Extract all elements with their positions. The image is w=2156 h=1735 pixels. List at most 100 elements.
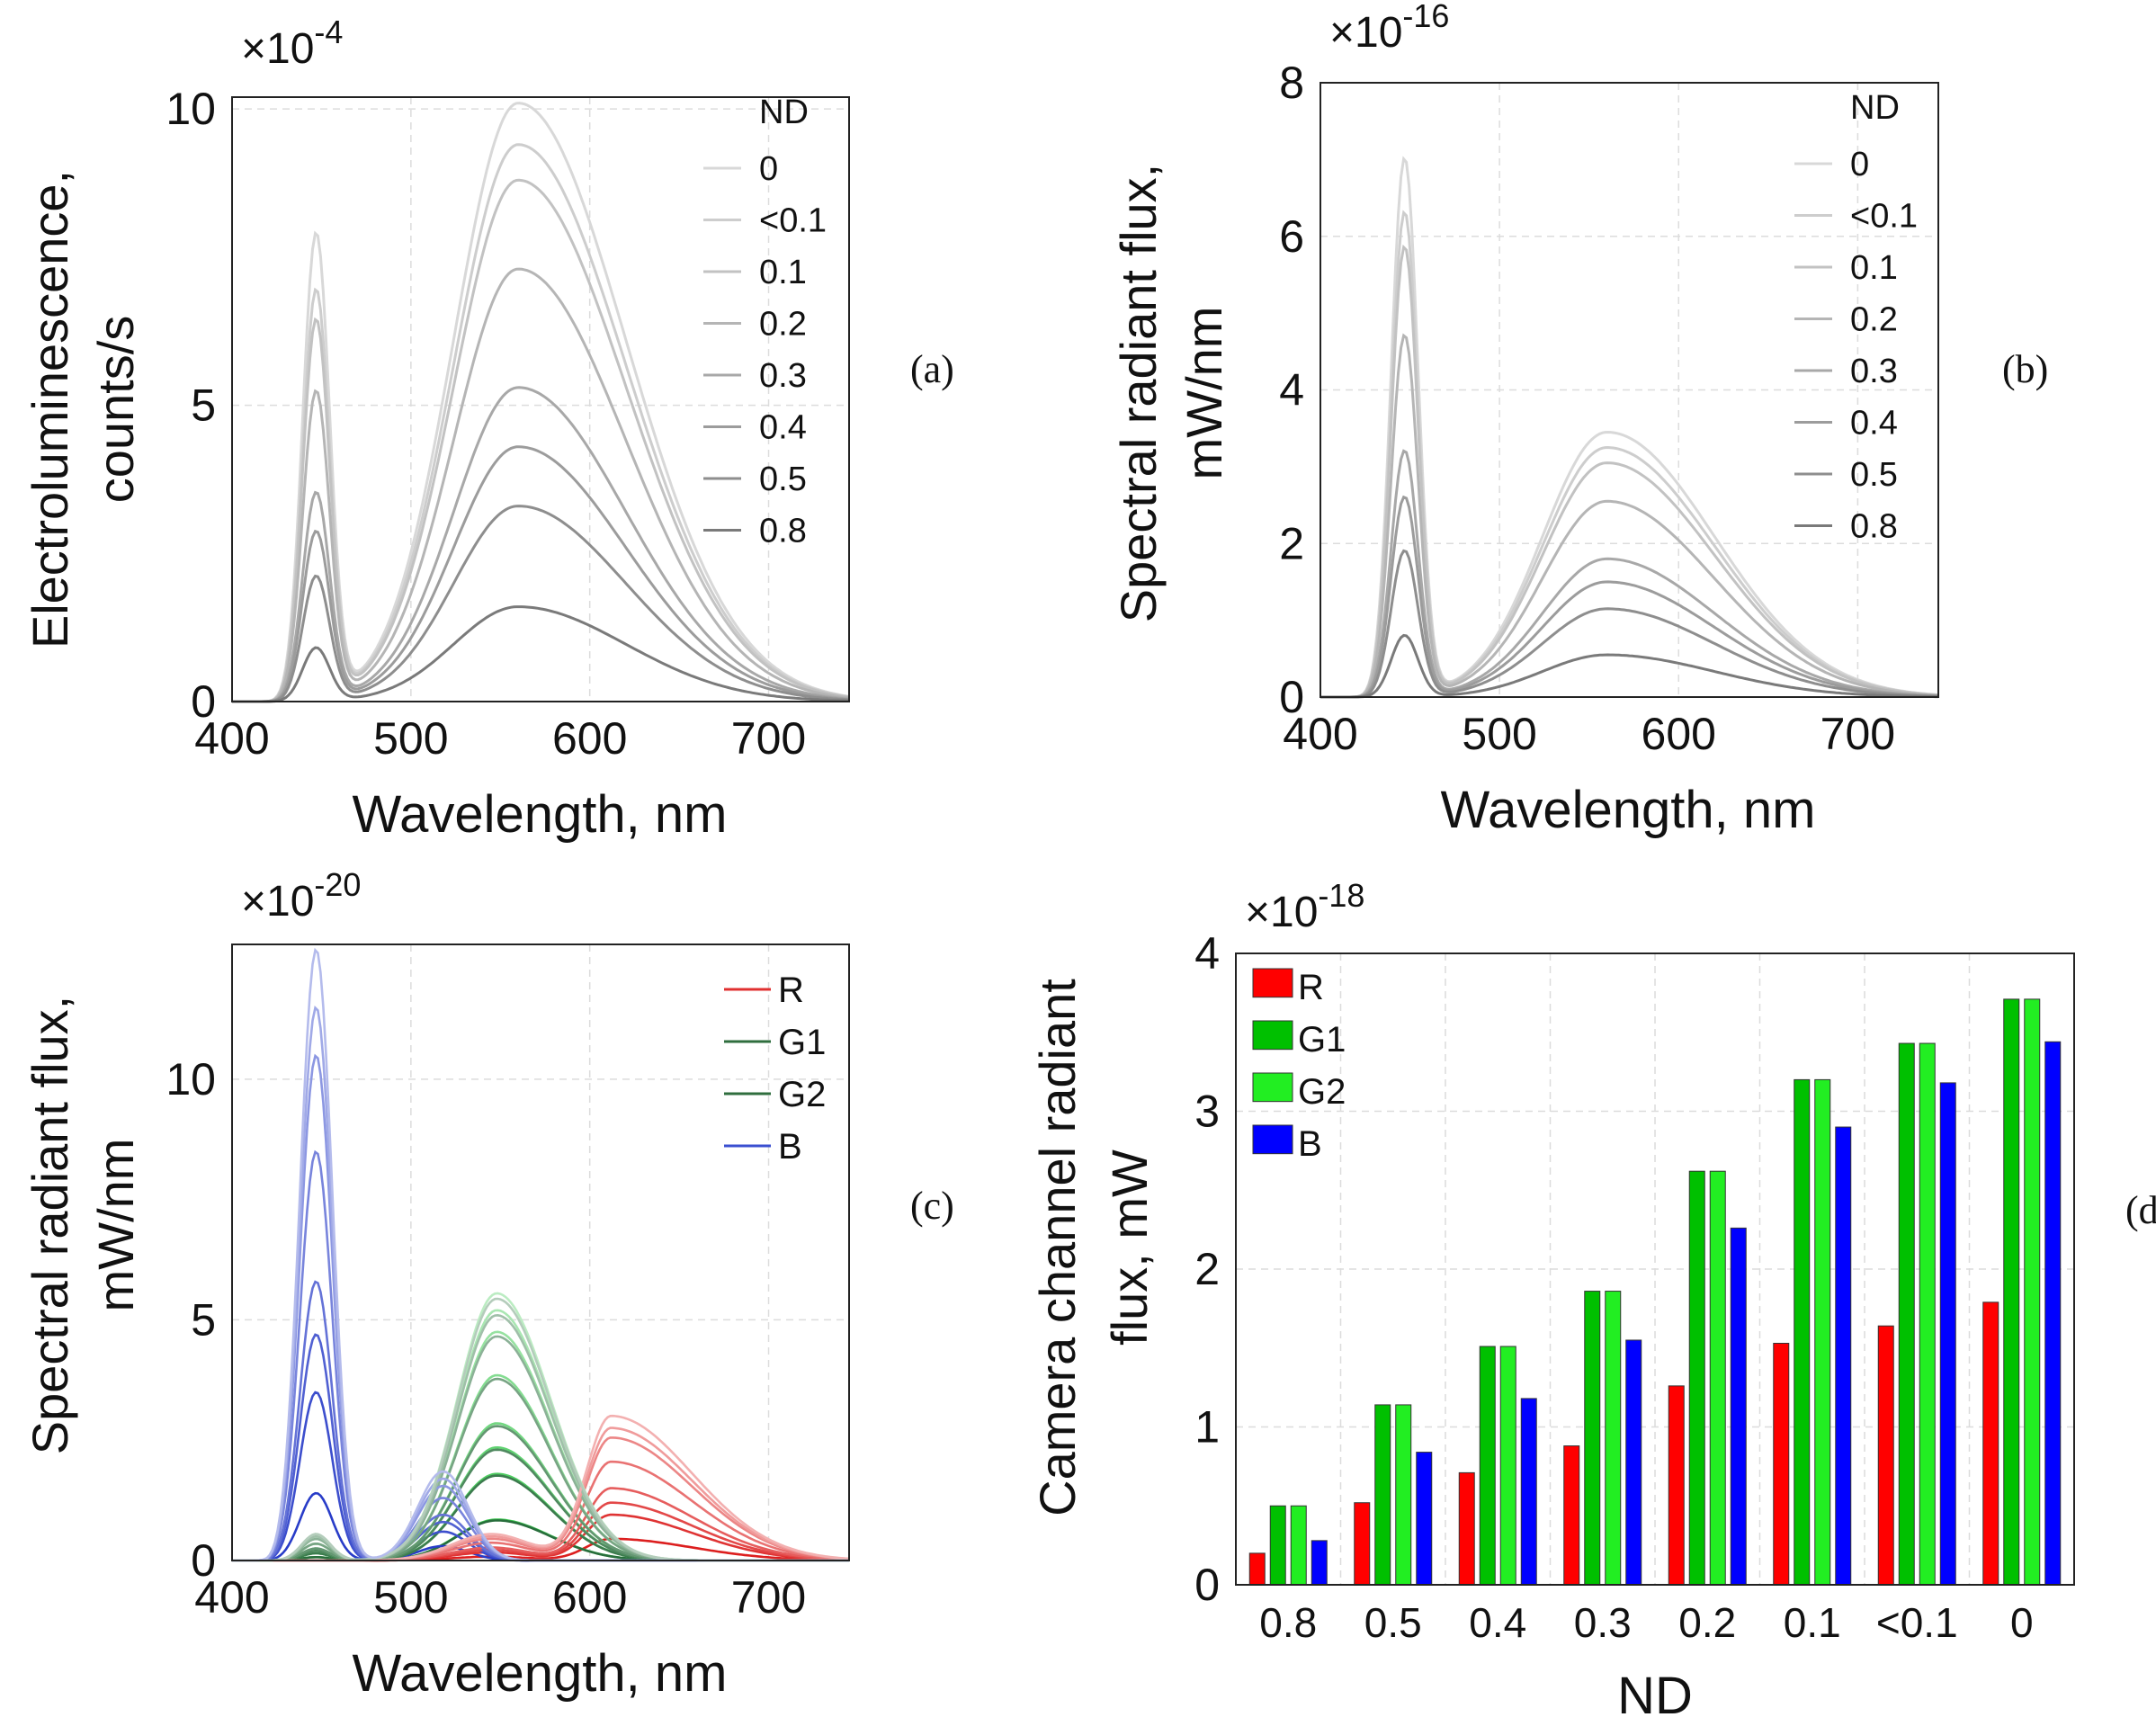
- x-tick-label: <0.1: [1876, 1599, 1958, 1646]
- y-axis-label: Electroluminescence,: [22, 170, 78, 648]
- y-tick-label: 0: [1279, 672, 1304, 722]
- y-scale-exponent: -20: [314, 866, 361, 903]
- legend-label: 0.4: [1850, 405, 1898, 443]
- y-scale-multiplier: ×10-16: [1329, 0, 1449, 57]
- y-tick-label: 0: [191, 676, 216, 727]
- legend-label: 0.1: [1850, 249, 1898, 287]
- x-tick-label: 600: [552, 713, 627, 764]
- legend-swatch: [1252, 1072, 1293, 1103]
- legend-label: G1: [1298, 1020, 1346, 1060]
- y-tick-label: 10: [166, 84, 216, 134]
- x-tick-label: 0: [2010, 1599, 2034, 1646]
- bar-b: [1311, 1540, 1328, 1586]
- series-line: [1320, 333, 1939, 699]
- y-scale-multiplier: ×10-4: [241, 13, 343, 73]
- bar-b: [1939, 1082, 1956, 1586]
- legend-label: <0.1: [1850, 198, 1918, 236]
- legend-label: G2: [778, 1075, 826, 1114]
- y-tick-label: 0: [191, 1535, 216, 1586]
- bar-g1: [1374, 1404, 1391, 1586]
- x-tick-label: 700: [731, 713, 806, 764]
- y-tick-label: 5: [191, 1294, 216, 1345]
- bar-g2: [1395, 1404, 1412, 1586]
- panel-c-camera-channel-spectra-chart: 400 500 600 700 0 5 10 R G1 G2 B ×10-20 (c) Spectral …: [22, 866, 954, 1703]
- y-tick-label: 10: [166, 1054, 216, 1104]
- x-axis-label: Wavelength, nm: [353, 1644, 728, 1703]
- x-tick-label: 500: [373, 1572, 448, 1623]
- bar-g1: [1479, 1346, 1496, 1586]
- y-axis-label: counts/s: [87, 316, 144, 504]
- legend-title: ND: [1850, 89, 1900, 127]
- bar-g2: [1919, 1042, 1936, 1586]
- x-tick-label: 0.3: [1574, 1599, 1632, 1646]
- x-tick-label: 600: [552, 1572, 627, 1623]
- series-line: [232, 267, 850, 703]
- legend-label: 0.2: [1850, 301, 1898, 339]
- series-line: [232, 102, 850, 703]
- bar-r: [1668, 1385, 1685, 1586]
- x-tick-label: 500: [373, 713, 448, 764]
- series-line: [232, 178, 850, 703]
- bar-g2: [1709, 1170, 1726, 1586]
- bar-g1: [1794, 1078, 1811, 1586]
- y-tick-label: 3: [1194, 1087, 1220, 1137]
- series-line: [1320, 633, 1938, 699]
- legend-label: 0.8: [1850, 508, 1898, 546]
- axes-box: [231, 944, 850, 1561]
- x-tick-label: 0.2: [1678, 1599, 1736, 1646]
- bar-g1: [1584, 1291, 1601, 1586]
- series-line: [232, 505, 850, 703]
- bar-r: [1877, 1325, 1894, 1586]
- y-tick-label: 4: [1194, 928, 1220, 979]
- bar-r: [1563, 1445, 1580, 1586]
- legend-label: R: [778, 970, 804, 1010]
- panel-a-electroluminescence-chart: 400 500 600 700 0 5 10 ND 0 <0.1 0.1 0.2 0.3 0.4 0.5 0.…: [22, 13, 954, 844]
- x-tick-label: 700: [1821, 709, 1895, 759]
- y-scale-multiplier: ×10-18: [1245, 877, 1364, 936]
- legend-swatch: [1252, 968, 1293, 998]
- legend-label: 0: [1850, 146, 1869, 183]
- legend-label: 0.1: [759, 254, 807, 291]
- bar-r: [1982, 1301, 1999, 1586]
- bar-r: [1354, 1502, 1371, 1586]
- y-scale-exponent: -4: [314, 13, 343, 50]
- legend-label: 0.3: [759, 357, 807, 395]
- bar-g2: [1814, 1078, 1831, 1586]
- x-tick-label: 0.5: [1364, 1599, 1422, 1646]
- bar-r: [1458, 1471, 1475, 1586]
- legend-label: <0.1: [759, 202, 827, 240]
- bar-g1: [1898, 1042, 1915, 1586]
- bar-g2: [1499, 1346, 1516, 1586]
- series-line: [1320, 244, 1939, 699]
- x-tick-label: 400: [194, 713, 269, 764]
- series-line: [1320, 449, 1939, 699]
- plot-area: [232, 97, 849, 702]
- legend-swatch: [1252, 1020, 1293, 1051]
- legend-title: ND: [759, 94, 809, 131]
- bar-b: [1730, 1227, 1747, 1586]
- series-line: [232, 445, 850, 703]
- legend-label: G2: [1298, 1072, 1346, 1112]
- y-axis-label: mW/nm: [87, 1139, 144, 1312]
- series-line: [232, 386, 850, 703]
- panel-label: (c): [910, 1184, 954, 1228]
- bar-b: [1835, 1126, 1852, 1586]
- y-tick-label: 2: [1279, 518, 1304, 568]
- bar-g2: [1605, 1291, 1622, 1586]
- y-axis-label: flux, mW: [1101, 1149, 1158, 1346]
- y-tick-label: 5: [191, 380, 216, 431]
- series-line: [232, 605, 850, 703]
- y-tick-label: 4: [1279, 365, 1304, 416]
- axes-box: [231, 96, 850, 702]
- panel-label: (a): [910, 347, 954, 391]
- legend-swatch: [1252, 1124, 1293, 1155]
- legend-label: 0.2: [759, 306, 807, 344]
- legend-label: B: [778, 1127, 802, 1167]
- x-tick-label: 600: [1642, 709, 1716, 759]
- x-tick-label: 400: [194, 1572, 269, 1623]
- legend-label: 0.5: [1850, 456, 1898, 494]
- axes-box: [1235, 952, 2075, 1586]
- x-tick-label: 0.8: [1259, 1599, 1317, 1646]
- y-tick-label: 0: [1194, 1560, 1220, 1610]
- y-axis-label: Spectral radiant flux,: [22, 996, 78, 1454]
